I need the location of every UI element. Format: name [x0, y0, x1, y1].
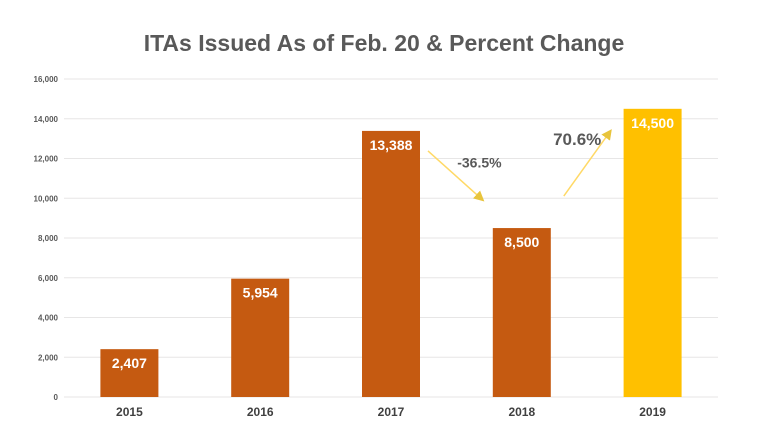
y-axis-ticks: 0 2,000 4,000 6,000 8,000 10,000 12,000 14,000 1… [34, 75, 59, 402]
x-tick-label-2018: 2018 [508, 405, 535, 419]
bar-2015 [100, 349, 159, 397]
x-tick-label-2019: 2019 [639, 405, 666, 419]
bar-2017 [362, 130, 420, 397]
x-tick-label-2016: 2016 [247, 405, 274, 419]
chart-title: ITAs Issued As of Feb. 20 & Percent Chan… [143, 30, 625, 56]
x-tick-label-2015: 2015 [116, 405, 143, 419]
arrow-increase [563, 129, 612, 197]
annotation-decrease: -36.5% [457, 154, 502, 170]
x-tick-label-2017: 2017 [378, 405, 405, 419]
annotation-increase: 70.6% [553, 130, 601, 149]
y-tick-label: 2,000 [38, 353, 59, 362]
data-label-2017: 13,388 [370, 137, 413, 153]
y-tick-label: 4,000 [38, 314, 59, 323]
annotations: -36.5% 70.6% [427, 129, 612, 202]
y-tick-label: 6,000 [38, 274, 59, 283]
bar-2018 [492, 228, 551, 397]
data-label-2018: 8,500 [504, 234, 539, 250]
bar-2016 [231, 278, 290, 397]
data-label-2019: 14,500 [631, 115, 674, 131]
y-tick-label: 16,000 [34, 75, 59, 84]
data-labels: 2,407 5,954 13,388 8,500 14,500 [112, 115, 674, 371]
bars [100, 108, 682, 397]
y-tick-label: 0 [54, 393, 59, 402]
bar-2019 [623, 108, 682, 397]
y-tick-label: 10,000 [34, 194, 59, 203]
arrow-decrease [427, 150, 485, 202]
y-tick-label: 12,000 [34, 155, 59, 164]
data-label-2015: 2,407 [112, 355, 147, 371]
y-tick-label: 8,000 [38, 234, 59, 243]
y-tick-label: 14,000 [34, 115, 59, 124]
data-label-2016: 5,954 [243, 285, 278, 301]
x-axis-ticks: 2015 2016 2017 2018 2019 [116, 405, 666, 419]
